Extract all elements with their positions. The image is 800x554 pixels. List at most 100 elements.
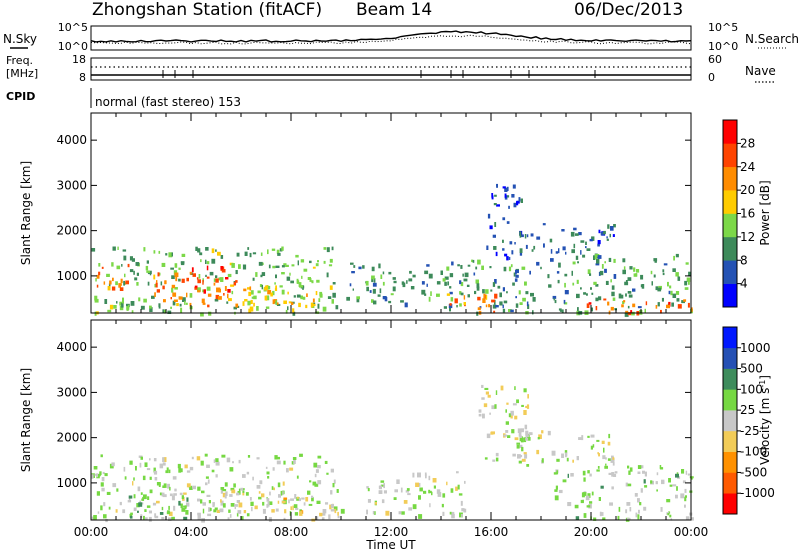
echo-cell: [627, 465, 630, 469]
time-tick-label: 12:00: [374, 525, 409, 539]
echo-cell: [523, 437, 527, 443]
echo-cell: [235, 270, 238, 275]
echo-cell: [303, 502, 306, 506]
echo-cell: [93, 515, 97, 520]
echo-cell: [211, 248, 215, 254]
echo-cell: [598, 497, 601, 501]
time-tick-label: 16:00: [474, 525, 509, 539]
echo-cell: [179, 492, 183, 496]
echo-cell: [625, 280, 628, 284]
echo-cell: [119, 305, 124, 311]
echo-cell: [149, 458, 151, 461]
echo-cell: [625, 509, 628, 514]
echo-cell: [157, 272, 160, 277]
echo-cell: [464, 304, 466, 307]
echo-cell: [611, 472, 615, 477]
echo-cell: [274, 455, 278, 460]
echo-cell: [444, 281, 447, 286]
echo-cell: [227, 293, 229, 299]
colorbar-swatch: [723, 327, 737, 349]
echo-cell: [216, 509, 220, 513]
echo-cell: [390, 293, 394, 296]
echo-cell: [276, 303, 281, 306]
echo-cell: [605, 463, 607, 466]
echo-cell: [558, 248, 560, 254]
echo-cell: [460, 265, 463, 269]
echo-cell: [301, 497, 305, 500]
echo-cell: [231, 263, 235, 268]
echo-cell: [398, 511, 402, 515]
echo-cell: [249, 286, 252, 291]
echo-cell: [215, 249, 217, 252]
echo-cell: [167, 310, 172, 314]
echo-cell: [186, 470, 191, 473]
echo-cell: [215, 474, 218, 478]
echo-cell: [275, 508, 279, 512]
echo-cell: [266, 504, 269, 508]
echo-cell: [506, 221, 510, 224]
echo-cell: [451, 511, 455, 517]
echo-cell: [440, 270, 443, 275]
echo-cell: [555, 251, 558, 254]
echo-cell: [603, 230, 606, 235]
echo-cell: [378, 263, 381, 269]
echo-cell: [283, 460, 286, 465]
echo-cell: [636, 269, 640, 273]
echo-cell: [153, 274, 156, 280]
echo-cell: [502, 308, 506, 313]
echo-cell: [623, 266, 626, 270]
echo-cell: [255, 272, 258, 277]
echo-cell: [675, 494, 678, 499]
echo-cell: [236, 500, 240, 504]
echo-cell: [249, 252, 252, 258]
echo-cell: [444, 276, 449, 280]
echo-cell: [380, 274, 383, 279]
colorbar-swatch: [723, 166, 737, 191]
echo-cell: [174, 272, 179, 277]
echo-cell: [685, 470, 688, 475]
echo-cell: [481, 265, 484, 270]
echo-cell: [272, 290, 275, 296]
colorbar-tick-label: -25: [740, 424, 760, 438]
colorbar-swatch: [723, 236, 737, 261]
echo-cell: [366, 286, 369, 292]
echo-cell: [185, 510, 189, 515]
echo-cell: [215, 458, 219, 462]
echo-cell: [576, 293, 580, 299]
echo-cell: [321, 517, 325, 520]
echo-cell: [100, 454, 103, 458]
echo-cell: [202, 280, 204, 285]
echo-cell: [607, 301, 610, 306]
echo-cell: [279, 248, 283, 252]
echo-cell: [153, 467, 156, 473]
echo-cell: [311, 497, 314, 502]
echo-cell: [277, 302, 279, 305]
echo-cell: [131, 310, 134, 313]
echo-cell: [669, 484, 673, 487]
echo-cell: [197, 290, 201, 293]
echo-cell: [289, 467, 294, 471]
echo-cell: [256, 457, 260, 460]
echo-cell: [670, 518, 673, 521]
echo-cell: [250, 290, 254, 295]
echo-cell: [266, 498, 270, 502]
echo-cell: [450, 488, 454, 493]
echo-cell: [212, 502, 215, 506]
echo-cell: [628, 470, 631, 475]
echo-cell: [662, 272, 665, 276]
echo-cell: [259, 284, 263, 288]
echo-cell: [519, 435, 522, 438]
echo-cell: [136, 503, 140, 508]
echo-cell: [277, 500, 280, 504]
echo-cell: [332, 292, 336, 298]
echo-cell: [204, 453, 208, 457]
echo-cell: [326, 472, 329, 475]
echo-cell: [519, 235, 522, 238]
echo-cell: [660, 309, 662, 314]
echo-cell: [428, 296, 431, 302]
echo-cell: [661, 479, 665, 485]
echo-cell: [412, 274, 416, 278]
echo-cell: [149, 489, 153, 494]
colorbar-tick-label: 25: [740, 403, 755, 417]
echo-cell: [311, 495, 314, 498]
